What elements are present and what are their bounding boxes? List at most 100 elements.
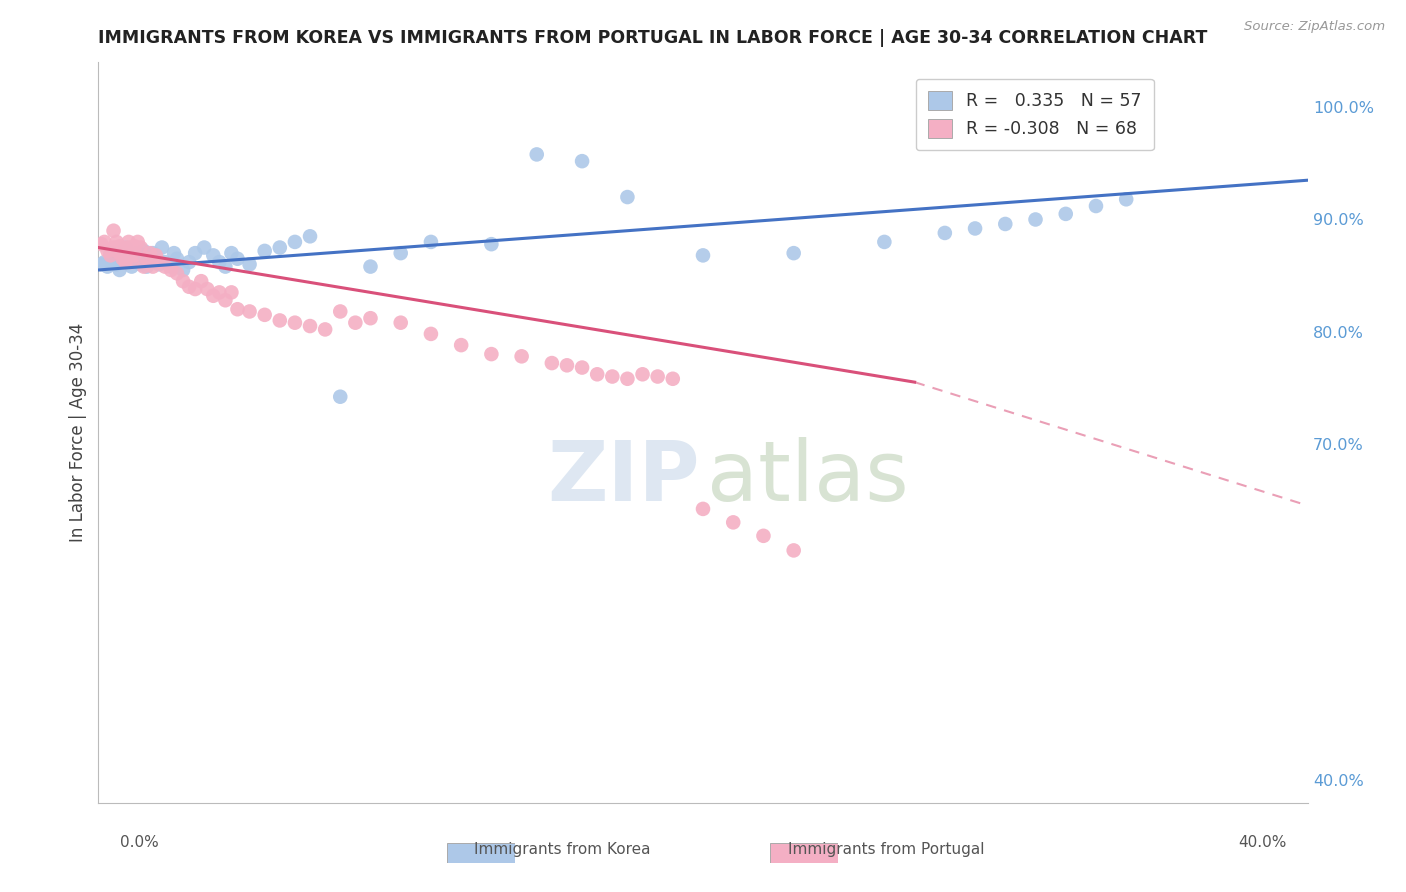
Point	[172, 274, 194, 288]
Text: 40.0%: 40.0%	[1239, 836, 1286, 850]
Point	[202, 248, 225, 262]
Point	[269, 313, 291, 327]
Point	[114, 255, 136, 269]
Point	[121, 246, 143, 260]
Point	[114, 240, 136, 255]
Point	[179, 280, 201, 294]
Point	[184, 246, 207, 260]
Text: ZIP: ZIP	[547, 436, 699, 517]
Legend: R =   0.335   N = 57, R = -0.308   N = 68: R = 0.335 N = 57, R = -0.308 N = 68	[915, 78, 1154, 150]
Point	[253, 308, 276, 322]
Point	[226, 252, 249, 266]
Point	[124, 239, 146, 253]
Point	[994, 217, 1017, 231]
Point	[190, 274, 212, 288]
Point	[179, 255, 201, 269]
Point	[142, 246, 165, 260]
Point	[108, 239, 131, 253]
Point	[148, 257, 170, 271]
Point	[602, 369, 624, 384]
Point	[118, 240, 141, 255]
Point	[93, 235, 115, 249]
Point	[202, 289, 225, 303]
Point	[127, 235, 149, 249]
Point	[389, 246, 412, 260]
Point	[540, 356, 562, 370]
Point	[420, 326, 443, 341]
Point	[239, 304, 262, 318]
Point	[172, 263, 194, 277]
Point	[121, 255, 143, 269]
Point	[132, 260, 155, 274]
Point	[114, 246, 136, 260]
Point	[118, 255, 141, 269]
Point	[153, 260, 176, 274]
Point	[526, 147, 548, 161]
Point	[100, 246, 122, 260]
Point	[124, 255, 146, 269]
Point	[153, 255, 176, 269]
Point	[631, 368, 654, 382]
Point	[616, 372, 638, 386]
Point	[90, 237, 112, 252]
Point	[132, 244, 155, 258]
Point	[139, 252, 162, 266]
Point	[163, 246, 186, 260]
Point	[1024, 212, 1046, 227]
Point	[450, 338, 472, 352]
Point	[150, 240, 173, 255]
Point	[389, 316, 412, 330]
Point	[96, 244, 118, 258]
Point	[329, 304, 352, 318]
Text: Source: ZipAtlas.com: Source: ZipAtlas.com	[1244, 20, 1385, 33]
Point	[253, 244, 276, 258]
Point	[481, 237, 503, 252]
Point	[329, 390, 352, 404]
Point	[96, 260, 118, 274]
Point	[129, 257, 152, 271]
Point	[221, 246, 243, 260]
Point	[420, 235, 443, 249]
Text: Immigrants from Korea: Immigrants from Korea	[474, 842, 651, 856]
Point	[214, 293, 236, 308]
Point	[692, 248, 714, 262]
Point	[965, 221, 987, 235]
Point	[108, 246, 131, 260]
Point	[214, 260, 236, 274]
Point	[360, 311, 382, 326]
Point	[166, 252, 188, 266]
Point	[208, 285, 231, 300]
Point	[692, 502, 714, 516]
Point	[510, 349, 533, 363]
Point	[616, 190, 638, 204]
Point	[344, 316, 367, 330]
Point	[166, 266, 188, 280]
Point	[142, 260, 165, 274]
Point	[752, 529, 775, 543]
Point	[1085, 199, 1108, 213]
Point	[571, 154, 593, 169]
Point	[90, 257, 112, 271]
Point	[103, 224, 125, 238]
Point	[148, 255, 170, 269]
Point	[108, 263, 131, 277]
Point	[105, 257, 128, 271]
Point	[100, 248, 122, 262]
Point	[314, 322, 336, 336]
Point	[360, 260, 382, 274]
Point	[1115, 192, 1137, 206]
Text: 0.0%: 0.0%	[120, 836, 159, 850]
Point	[111, 246, 134, 260]
Point	[284, 316, 307, 330]
Point	[139, 246, 162, 260]
Point	[661, 372, 683, 386]
Point	[783, 246, 806, 260]
Point	[103, 252, 125, 266]
Point	[1054, 207, 1077, 221]
Point	[160, 263, 183, 277]
Point	[184, 282, 207, 296]
Text: Immigrants from Portugal: Immigrants from Portugal	[787, 842, 984, 856]
Point	[111, 252, 134, 266]
Point	[121, 248, 143, 262]
Text: IMMIGRANTS FROM KOREA VS IMMIGRANTS FROM PORTUGAL IN LABOR FORCE | AGE 30-34 COR: IMMIGRANTS FROM KOREA VS IMMIGRANTS FROM…	[98, 29, 1208, 47]
